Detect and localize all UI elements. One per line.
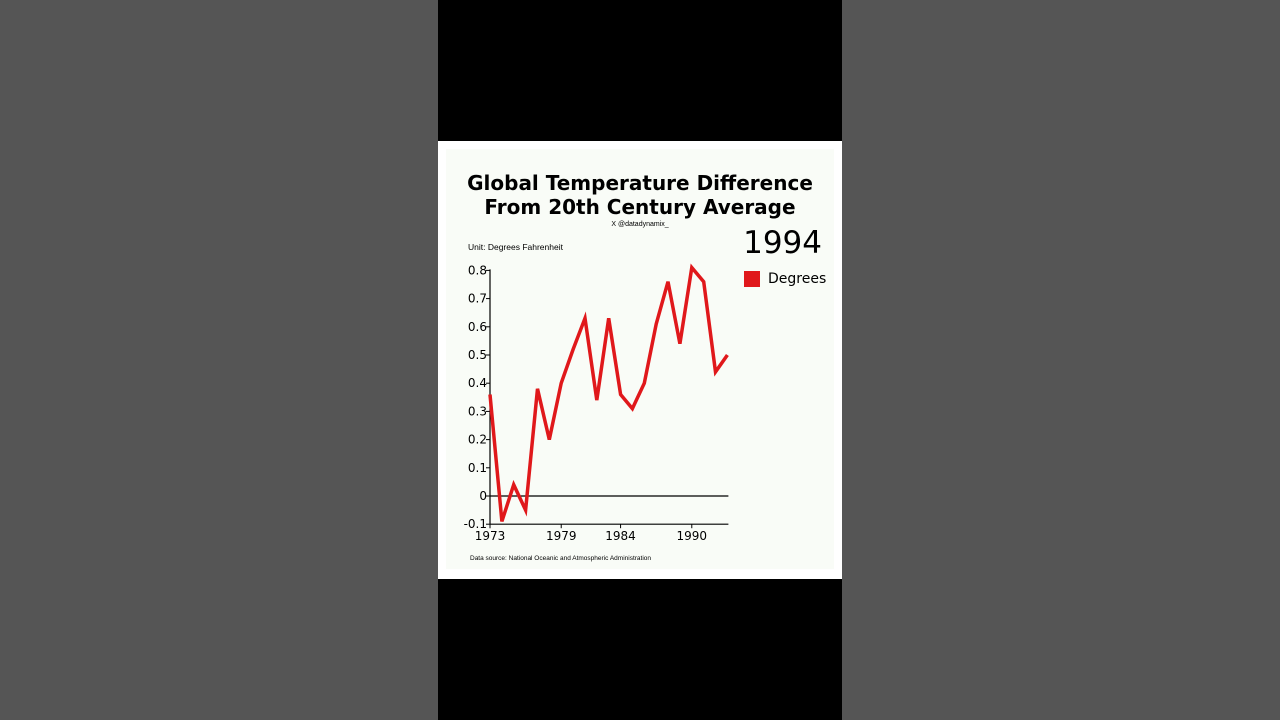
y-tick-label: 0.2 — [468, 433, 487, 447]
y-tick-label: 0 — [479, 489, 487, 503]
y-tick-label: -0.1 — [464, 517, 487, 531]
legend-swatch — [744, 271, 760, 287]
x-tick-label: 1984 — [605, 529, 636, 543]
data-source: Data source: National Oceanic and Atmosp… — [470, 555, 652, 562]
y-tick-label: 0.1 — [468, 461, 487, 475]
chart-panel: Global Temperature Difference From 20th … — [438, 141, 842, 579]
x-tick-label: 1990 — [677, 529, 708, 543]
x-tick-label: 1973 — [475, 529, 506, 543]
blurred-background-right — [842, 0, 1280, 720]
y-tick-label: 0.5 — [468, 348, 487, 362]
x-tick-label: 1979 — [546, 529, 577, 543]
series-line-degrees — [488, 263, 729, 522]
line-chart: -0.1 0 0.1 0.2 0.3 0.4 0.5 0.6 0.7 0.8 1973 1979 198… — [464, 263, 729, 543]
legend: Degrees — [744, 271, 826, 287]
letterbox-bottom — [438, 579, 842, 720]
legend-label: Degrees — [768, 271, 827, 287]
letterbox-top — [438, 0, 842, 141]
credit-handle: X @datadynamix_ — [611, 221, 669, 228]
y-tick-label: 0.7 — [468, 292, 487, 306]
unit-label: Unit: Degrees Fahrenheit — [468, 242, 563, 252]
blurred-background-left — [0, 0, 438, 720]
chart-title: Global Temperature Difference From 20th … — [467, 171, 813, 219]
y-tick-label: 0.3 — [468, 404, 487, 418]
y-tick-label: 0.4 — [468, 376, 487, 390]
y-tick-label: 0.6 — [468, 320, 487, 334]
current-year: 1994 — [743, 225, 822, 261]
y-tick-label: 0.8 — [468, 263, 487, 277]
